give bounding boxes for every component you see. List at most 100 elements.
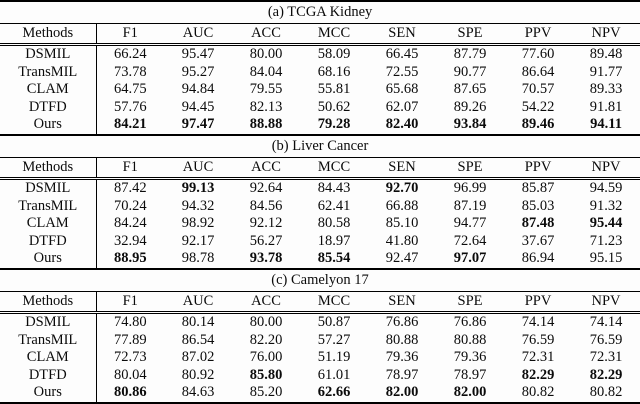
metric-value-cell: 88.95 bbox=[95, 250, 164, 268]
metric-value-cell: 64.75 bbox=[95, 81, 164, 99]
metric-value-cell: 88.88 bbox=[249, 116, 283, 133]
method-name-cell: TransMIL bbox=[18, 331, 78, 348]
metric-value-cell: 32.94 bbox=[95, 232, 164, 251]
metric-value-cell: 73.78 bbox=[95, 63, 164, 82]
table-row: DTFD 32.94 92.17 56.27 18.97 41.80 72.64 37.67 7… bbox=[0, 232, 640, 251]
metric-value-cell: 82.13 bbox=[249, 98, 283, 115]
metric-value-cell: 84.43 bbox=[317, 179, 351, 196]
metric-value-cell: 94.77 bbox=[453, 215, 487, 232]
metric-value-cell: 79.36 bbox=[453, 349, 487, 366]
metric-value-cell: 86.94 bbox=[521, 250, 555, 267]
metric-value-cell: 95.47 bbox=[181, 46, 215, 62]
metric-value-cell: 71.23 bbox=[589, 232, 623, 249]
metric-value-cell: 82.20 bbox=[249, 331, 283, 348]
table-row: DSMIL 87.42 99.13 92.64 84.43 92.70 96.99 85.87… bbox=[0, 178, 640, 198]
metric-value-cell: 87.48 bbox=[521, 215, 555, 232]
table-caption: (c) Camelyon 17 bbox=[0, 268, 640, 292]
metric-value-cell: 54.22 bbox=[521, 98, 555, 115]
method-name-cell: Ours bbox=[33, 116, 62, 133]
metric-value-cell: 95.27 bbox=[181, 63, 215, 80]
metric-value-cell: 87.42 bbox=[95, 178, 164, 198]
table-row: DSMIL 74.80 80.14 80.00 50.87 76.86 76.86 74.14… bbox=[0, 312, 640, 332]
metric-value-cell: 85.87 bbox=[521, 179, 555, 196]
metric-value-cell: 80.86 bbox=[95, 384, 164, 403]
table-caption-row: (a) TCGA Kidney bbox=[0, 1, 640, 24]
method-name-cell: Ours bbox=[33, 384, 62, 401]
metric-value-cell: 79.36 bbox=[385, 349, 419, 366]
metric-value-cell: 89.33 bbox=[589, 81, 623, 98]
metric-value-cell: 80.92 bbox=[181, 366, 215, 383]
metric-value-cell: 90.77 bbox=[453, 63, 487, 80]
metric-value-cell: 77.89 bbox=[95, 331, 164, 350]
column-header-metric: NPV bbox=[572, 291, 640, 314]
metric-value-cell: 61.01 bbox=[317, 366, 351, 383]
table-row: DTFD 57.76 94.45 82.13 50.62 62.07 89.26 54.22 9… bbox=[0, 98, 640, 117]
table-row: DSMIL 66.24 95.47 80.00 58.09 66.45 87.79 77.60… bbox=[0, 44, 640, 64]
method-name-cell: TransMIL bbox=[18, 197, 78, 214]
table-row: Ours 80.86 84.63 85.20 62.66 82.00 82.00 80.82 8… bbox=[0, 384, 640, 403]
column-header-metric: ACC bbox=[232, 291, 300, 314]
metric-value-cell: 87.79 bbox=[453, 46, 487, 62]
metric-value-cell: 92.47 bbox=[385, 250, 419, 267]
metric-value-cell: 86.54 bbox=[181, 331, 215, 348]
metric-value-cell: 70.24 bbox=[95, 197, 164, 216]
column-header-metric: NPV bbox=[572, 23, 640, 46]
metric-value-cell: 80.58 bbox=[317, 215, 351, 232]
metric-value-cell: 85.10 bbox=[385, 215, 419, 232]
column-header-methods: Methods bbox=[0, 291, 96, 314]
method-name-cell: DSMIL bbox=[25, 46, 71, 62]
metric-value-cell: 80.04 bbox=[95, 366, 164, 385]
column-header-metric: ACC bbox=[232, 23, 300, 46]
table-row: Ours 84.21 97.47 88.88 79.28 82.40 93.84 89.46 9… bbox=[0, 116, 640, 134]
metric-value-cell: 79.28 bbox=[317, 116, 351, 133]
metric-value-cell: 58.09 bbox=[317, 46, 351, 62]
metric-value-cell: 85.80 bbox=[249, 366, 283, 383]
column-header-metric: PPV bbox=[504, 157, 572, 180]
table-caption: (a) TCGA Kidney bbox=[0, 1, 640, 24]
table-caption-row: (b) Liver Cancer bbox=[0, 134, 640, 158]
metric-value-cell: 37.67 bbox=[521, 232, 555, 249]
metric-value-cell: 80.82 bbox=[521, 384, 555, 401]
method-name-cell: DSMIL bbox=[25, 313, 71, 330]
table-row: TransMIL 70.24 94.32 84.56 62.41 66.88 87.19 85… bbox=[0, 197, 640, 216]
metric-value-cell: 85.20 bbox=[249, 384, 283, 401]
metric-value-cell: 66.45 bbox=[385, 46, 419, 62]
method-name-cell: DTFD bbox=[28, 232, 67, 249]
column-header-metric: PPV bbox=[504, 291, 572, 314]
column-header-metric: AUC bbox=[164, 23, 232, 46]
table-caption-row: (c) Camelyon 17 bbox=[0, 268, 640, 292]
column-header-metric: ACC bbox=[232, 157, 300, 180]
column-header-methods: Methods bbox=[0, 23, 96, 46]
metric-value-cell: 41.80 bbox=[385, 232, 419, 249]
metric-value-cell: 62.66 bbox=[317, 384, 351, 401]
metric-value-cell: 80.82 bbox=[589, 384, 623, 401]
metric-value-cell: 57.76 bbox=[95, 98, 164, 117]
column-header-metric: MCC bbox=[300, 23, 368, 46]
metric-value-cell: 18.97 bbox=[317, 232, 351, 249]
method-name-cell: DTFD bbox=[28, 366, 67, 383]
metric-value-cell: 87.02 bbox=[181, 349, 215, 366]
method-name-cell: DTFD bbox=[28, 98, 67, 115]
column-header-metric: PPV bbox=[504, 23, 572, 46]
metric-value-cell: 95.15 bbox=[589, 250, 623, 267]
metric-value-cell: 89.26 bbox=[453, 98, 487, 115]
column-header-metric: F1 bbox=[95, 157, 164, 180]
metric-value-cell: 74.14 bbox=[589, 313, 623, 330]
metric-value-cell: 76.59 bbox=[521, 331, 555, 348]
metric-value-cell: 87.65 bbox=[453, 81, 487, 98]
metric-value-cell: 93.84 bbox=[453, 116, 487, 133]
metric-value-cell: 66.88 bbox=[385, 197, 419, 214]
metric-value-cell: 65.68 bbox=[385, 81, 419, 98]
metric-value-cell: 80.14 bbox=[181, 313, 215, 330]
metric-value-cell: 62.41 bbox=[317, 197, 351, 214]
table-header-row: Methods F1 AUC ACC MCC SEN SPE PPV NPV bbox=[0, 291, 640, 314]
metric-value-cell: 74.14 bbox=[521, 313, 555, 330]
metric-value-cell: 72.55 bbox=[385, 63, 419, 80]
metric-value-cell: 84.24 bbox=[95, 215, 164, 233]
metric-value-cell: 85.54 bbox=[317, 250, 351, 267]
column-header-metric: SEN bbox=[368, 23, 436, 46]
metric-value-cell: 91.81 bbox=[589, 98, 623, 115]
metric-value-cell: 92.17 bbox=[181, 232, 215, 249]
metric-value-cell: 77.60 bbox=[521, 46, 555, 62]
